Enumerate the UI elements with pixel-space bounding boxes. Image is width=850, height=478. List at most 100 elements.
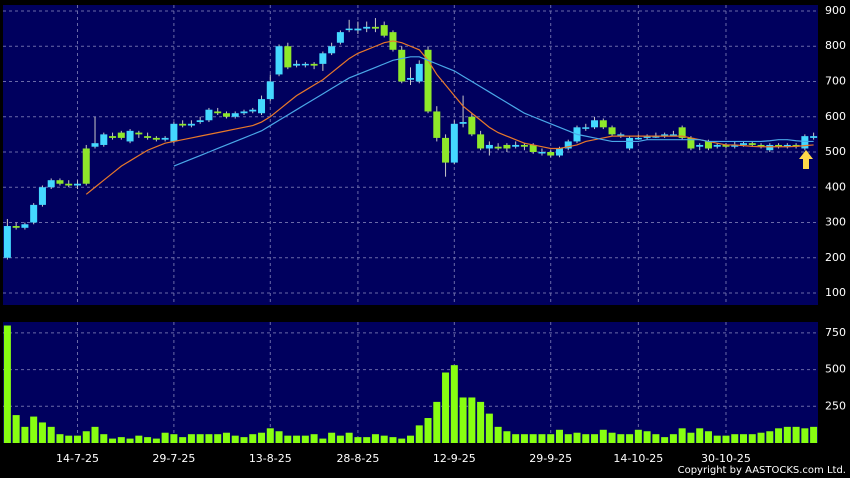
moving-average-line <box>85 40 814 195</box>
volume-bar <box>3 325 11 443</box>
volume-bar <box>503 431 511 443</box>
candle-body <box>47 180 55 188</box>
volume-bar <box>214 434 222 443</box>
candle-body <box>380 25 388 36</box>
volume-bar <box>722 435 730 443</box>
volume-bar <box>757 432 765 443</box>
copyright: Copyright by AASTOCKS.com Ltd. <box>678 465 846 476</box>
candle-body <box>21 224 29 228</box>
y-tick-label: 600 <box>825 110 846 123</box>
candle-body <box>65 183 73 186</box>
candle-body <box>661 134 669 137</box>
volume-bar <box>617 434 625 443</box>
volume-bar <box>485 413 493 443</box>
candle-body <box>731 144 739 147</box>
volume-bar <box>538 434 546 443</box>
candle-body <box>100 134 108 145</box>
x-tick-label: 14-7-25 <box>56 452 99 465</box>
volume-bar <box>573 432 581 443</box>
candle-body <box>12 226 20 228</box>
candle-body <box>345 28 353 31</box>
volume-bar <box>468 397 476 443</box>
volume-bar <box>477 401 485 443</box>
volume-bar <box>345 432 353 443</box>
candle-body <box>485 144 493 149</box>
candle-body <box>713 144 721 147</box>
x-tick-label: 30-10-25 <box>701 452 751 465</box>
x-tick-label: 13-8-25 <box>249 452 292 465</box>
volume-bar <box>310 434 318 443</box>
candle-body <box>170 123 178 142</box>
volume-bar <box>284 435 292 443</box>
volume-bar <box>109 438 117 443</box>
volume-bar <box>240 437 248 443</box>
candle-body <box>240 111 248 114</box>
volume-bar <box>783 426 791 443</box>
volume-bar <box>801 428 809 443</box>
candle-body <box>310 63 318 66</box>
candle-body <box>319 53 327 64</box>
volume-bar <box>608 432 616 443</box>
x-tick-label: 29-9-25 <box>529 452 572 465</box>
candle-body <box>626 137 634 149</box>
volume-bar <box>91 426 99 443</box>
y-tick-label: 800 <box>825 39 846 52</box>
x-tick-label: 28-8-25 <box>336 452 379 465</box>
volume-bar <box>82 431 90 443</box>
volume-bar <box>301 435 309 443</box>
candle-body <box>249 109 257 112</box>
candle-body <box>669 134 677 136</box>
volume-bar <box>582 434 590 443</box>
candle-body <box>222 113 230 117</box>
candle-body <box>520 144 528 147</box>
volume-bar <box>713 435 721 443</box>
arrow-icon <box>799 150 813 169</box>
candle-body <box>503 144 511 149</box>
candle-body <box>740 143 748 145</box>
volume-bar <box>652 434 660 443</box>
volume-bar <box>634 429 642 443</box>
volume-bar <box>30 416 38 443</box>
volume-bar <box>152 438 160 443</box>
volume-bar <box>293 435 301 443</box>
candle-body <box>687 137 695 149</box>
volume-bar <box>12 415 20 443</box>
candle-body <box>634 137 642 140</box>
y-tick-label: 300 <box>825 216 846 229</box>
y-tick-label: 750 <box>825 326 846 339</box>
candle-body <box>722 144 730 147</box>
candle-body <box>205 109 213 121</box>
candle-body <box>258 99 266 114</box>
volume-bar <box>222 432 230 443</box>
volume-bar <box>529 434 537 443</box>
volume-bar <box>231 435 239 443</box>
volume-bar <box>748 434 756 443</box>
x-tick-label: 12-9-25 <box>433 452 476 465</box>
candle-body <box>564 141 572 149</box>
volume-bar <box>371 434 379 443</box>
volume-bar <box>100 434 108 443</box>
volume-bar <box>275 431 283 443</box>
candle-body <box>301 63 309 66</box>
candle-body <box>109 136 117 138</box>
candle-body <box>56 180 64 184</box>
y-tick-label: 500 <box>825 363 846 376</box>
candle-body <box>161 137 169 140</box>
candle-body <box>608 127 616 135</box>
volume-bar <box>196 434 204 443</box>
volume-bar <box>459 397 467 443</box>
volume-bar <box>336 435 344 443</box>
volume-bar <box>319 438 327 443</box>
y-tick-label: 500 <box>825 145 846 158</box>
candle-body <box>678 127 686 138</box>
candle-body <box>424 49 432 112</box>
volume-bar <box>328 432 336 443</box>
moving-average-line <box>173 56 814 167</box>
candle-body <box>652 136 660 138</box>
volume-bar <box>354 437 362 443</box>
candle-body <box>415 63 423 82</box>
volume-bar <box>450 365 458 443</box>
candle-body <box>328 46 336 54</box>
volume-bar <box>564 434 572 443</box>
